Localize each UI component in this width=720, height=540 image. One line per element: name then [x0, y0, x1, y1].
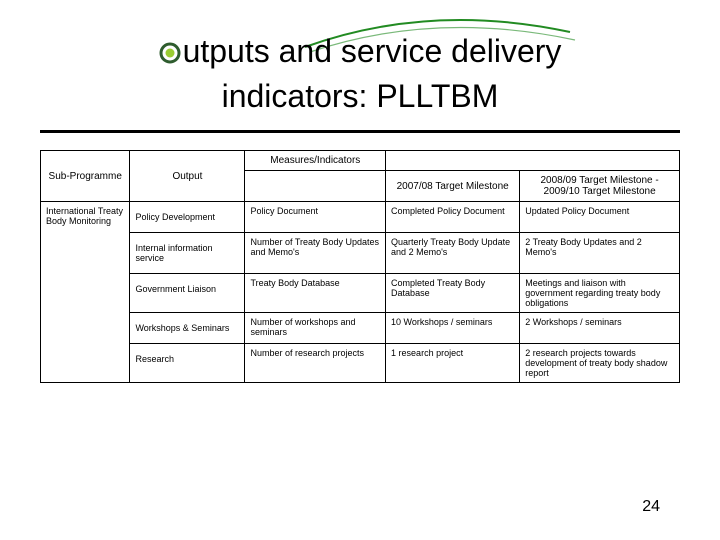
table-row: Workshops & Seminars Number of workshops… — [41, 313, 680, 344]
indicators-table: Sub-Programme Output Measures/Indicators… — [40, 150, 680, 383]
cell-measure: Number of research projects — [245, 344, 386, 383]
header-measures: Measures/Indicators — [245, 151, 386, 171]
cell-measure: Number of Treaty Body Updates and Memo's — [245, 233, 386, 274]
cell-0708: Completed Policy Document — [386, 202, 520, 233]
cell-output: Government Liaison — [130, 274, 245, 313]
cell-0809: 2 research projects towards development … — [520, 344, 680, 383]
title-line1: utputs and service delivery — [183, 33, 562, 69]
cell-0809: 2 Treaty Body Updates and 2 Memo's — [520, 233, 680, 274]
indicators-table-wrap: Sub-Programme Output Measures/Indicators… — [40, 150, 680, 383]
page-title: utputs and service delivery indicators: … — [0, 30, 720, 118]
cell-output: Workshops & Seminars — [130, 313, 245, 344]
cell-subprogramme: International Treaty Body Monitoring — [41, 202, 130, 383]
header-blank2 — [245, 171, 386, 202]
cell-output: Internal information service — [130, 233, 245, 274]
bullet-icon — [159, 32, 181, 75]
cell-0708: Completed Treaty Body Database — [386, 274, 520, 313]
cell-output: Policy Development — [130, 202, 245, 233]
header-0809: 2008/09 Target Milestone - 2009/10 Targe… — [520, 171, 680, 202]
title-line2: indicators: PLLTBM — [222, 78, 499, 114]
header-blank — [386, 151, 680, 171]
cell-0809: 2 Workshops / seminars — [520, 313, 680, 344]
cell-measure: Treaty Body Database — [245, 274, 386, 313]
cell-0708: Quarterly Treaty Body Update and 2 Memo'… — [386, 233, 520, 274]
table-row: Government Liaison Treaty Body Database … — [41, 274, 680, 313]
cell-measure: Number of workshops and seminars — [245, 313, 386, 344]
cell-0809: Updated Policy Document — [520, 202, 680, 233]
header-subprogramme: Sub-Programme — [41, 151, 130, 202]
title-underline — [40, 130, 680, 133]
table-row: Research Number of research projects 1 r… — [41, 344, 680, 383]
table-row: International Treaty Body Monitoring Pol… — [41, 202, 680, 233]
cell-0809: Meetings and liaison with government reg… — [520, 274, 680, 313]
cell-0708: 10 Workshops / seminars — [386, 313, 520, 344]
header-output: Output — [130, 151, 245, 202]
table-row: Internal information service Number of T… — [41, 233, 680, 274]
cell-output: Research — [130, 344, 245, 383]
table-header-row-1: Sub-Programme Output Measures/Indicators — [41, 151, 680, 171]
cell-0708: 1 research project — [386, 344, 520, 383]
header-0708: 2007/08 Target Milestone — [386, 171, 520, 202]
page-number: 24 — [642, 498, 660, 516]
cell-measure: Policy Document — [245, 202, 386, 233]
